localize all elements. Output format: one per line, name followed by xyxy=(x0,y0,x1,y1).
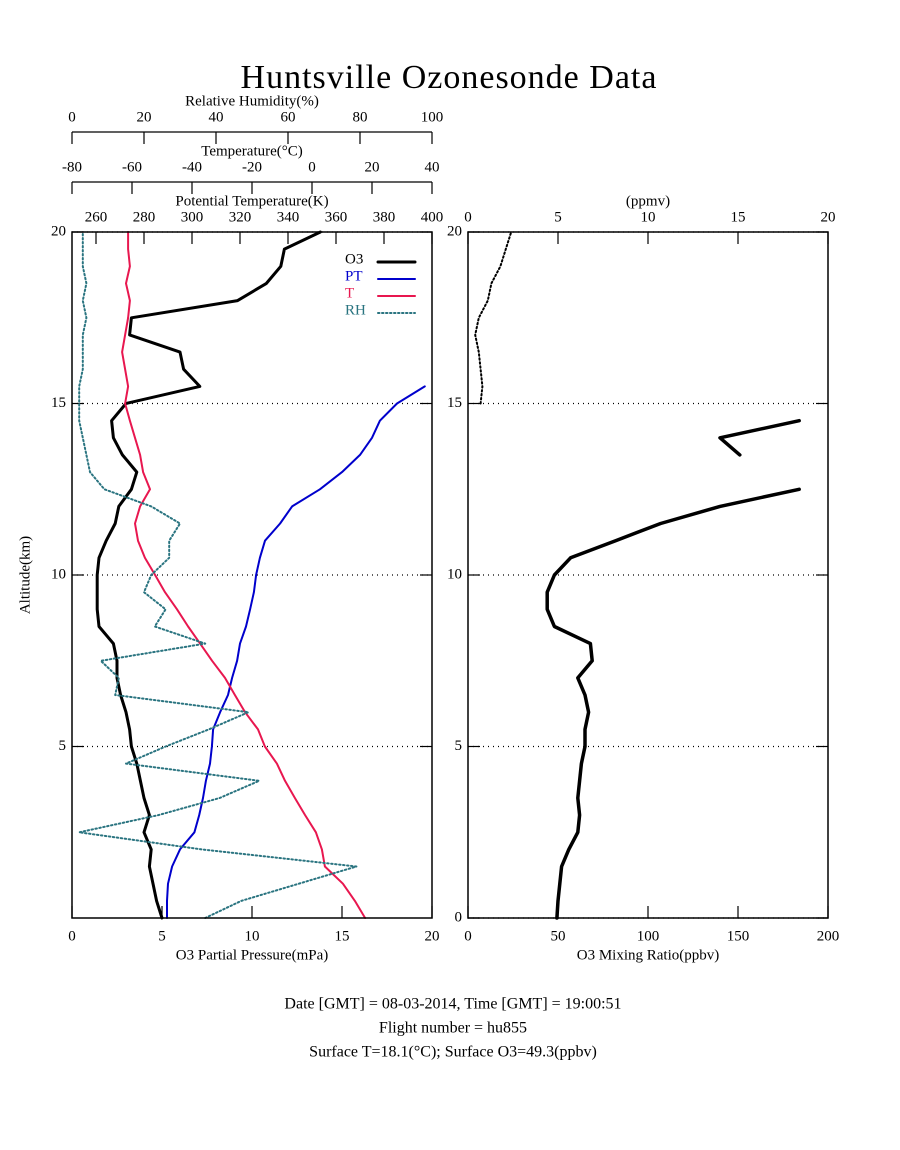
x-tick-label: 50 xyxy=(551,928,566,944)
legend-label: RH xyxy=(345,302,366,318)
data-line xyxy=(121,231,367,919)
y-axis-title: Altitude(km) xyxy=(17,536,33,614)
legend-label: PT xyxy=(345,268,363,284)
x-tick-label: 0 xyxy=(68,109,76,125)
x-tick-label: 100 xyxy=(421,109,444,125)
x-tick-label: 260 xyxy=(85,209,108,225)
x-tick-label: 400 xyxy=(421,209,444,225)
x-axis-title: Potential Temperature(K) xyxy=(175,193,328,209)
x-tick-label: 320 xyxy=(229,209,252,225)
x-tick-label: 40 xyxy=(209,109,224,125)
y-tick-label: 20 xyxy=(447,223,462,239)
x-tick-label: -80 xyxy=(62,159,82,175)
footer-line: Surface T=18.1(°C); Surface O3=49.3(ppbv… xyxy=(309,1044,597,1061)
x-tick-label: 360 xyxy=(325,209,348,225)
x-tick-label: -60 xyxy=(122,159,142,175)
x-tick-label: 100 xyxy=(637,928,660,944)
x-tick-label: 340 xyxy=(277,209,300,225)
x-tick-label: 300 xyxy=(181,209,204,225)
x-axis-title: O3 Mixing Ratio(ppbv) xyxy=(577,947,720,963)
y-tick-label: 20 xyxy=(51,223,66,239)
y-tick-label: 5 xyxy=(59,738,67,754)
y-tick-label: 15 xyxy=(447,395,462,411)
y-tick-label: 5 xyxy=(455,738,463,754)
footer-line: Flight number = hu855 xyxy=(379,1020,527,1037)
page-title: Huntsville Ozonesonde Data xyxy=(241,59,658,96)
x-tick-label: 15 xyxy=(731,209,746,225)
x-tick-label: 20 xyxy=(137,109,152,125)
x-tick-label: 20 xyxy=(365,159,380,175)
x-tick-label: 10 xyxy=(641,209,656,225)
x-axis-title: Relative Humidity(%) xyxy=(185,93,319,109)
x-tick-label: 60 xyxy=(281,109,296,125)
x-tick-label: 200 xyxy=(817,928,840,944)
x-tick-label: 0 xyxy=(464,209,472,225)
x-axis-title: Temperature(°C) xyxy=(201,143,303,159)
x-tick-label: 15 xyxy=(335,928,350,944)
x-tick-label: 40 xyxy=(425,159,440,175)
y-tick-label: 15 xyxy=(51,395,66,411)
legend-label: O3 xyxy=(345,251,363,267)
x-axis-title: O3 Partial Pressure(mPa) xyxy=(176,947,328,963)
x-tick-label: 0 xyxy=(308,159,316,175)
x-axis-title: (ppmv) xyxy=(626,193,670,209)
x-tick-label: 380 xyxy=(373,209,396,225)
data-line xyxy=(78,231,358,919)
x-tick-label: -40 xyxy=(182,159,202,175)
x-tick-label: 20 xyxy=(821,209,836,225)
y-tick-label: 0 xyxy=(455,909,463,925)
x-tick-label: 150 xyxy=(727,928,750,944)
plot-frame xyxy=(71,231,433,919)
x-tick-label: 5 xyxy=(158,928,166,944)
legend-label: T xyxy=(345,285,354,301)
x-tick-label: 0 xyxy=(68,928,76,944)
x-tick-label: 80 xyxy=(353,109,368,125)
x-tick-label: 5 xyxy=(554,209,562,225)
x-tick-label: 280 xyxy=(133,209,156,225)
y-tick-label: 10 xyxy=(51,566,66,582)
data-line xyxy=(545,418,801,920)
x-tick-label: -20 xyxy=(242,159,262,175)
data-line xyxy=(166,385,426,919)
data-line xyxy=(95,230,322,920)
x-tick-label: 10 xyxy=(245,928,260,944)
plot-frame xyxy=(467,231,829,919)
data-line xyxy=(474,231,513,405)
y-tick-label: 10 xyxy=(447,566,462,582)
x-tick-label: 0 xyxy=(464,928,472,944)
footer-line: Date [GMT] = 08-03-2014, Time [GMT] = 19… xyxy=(284,996,621,1013)
x-tick-label: 20 xyxy=(425,928,440,944)
